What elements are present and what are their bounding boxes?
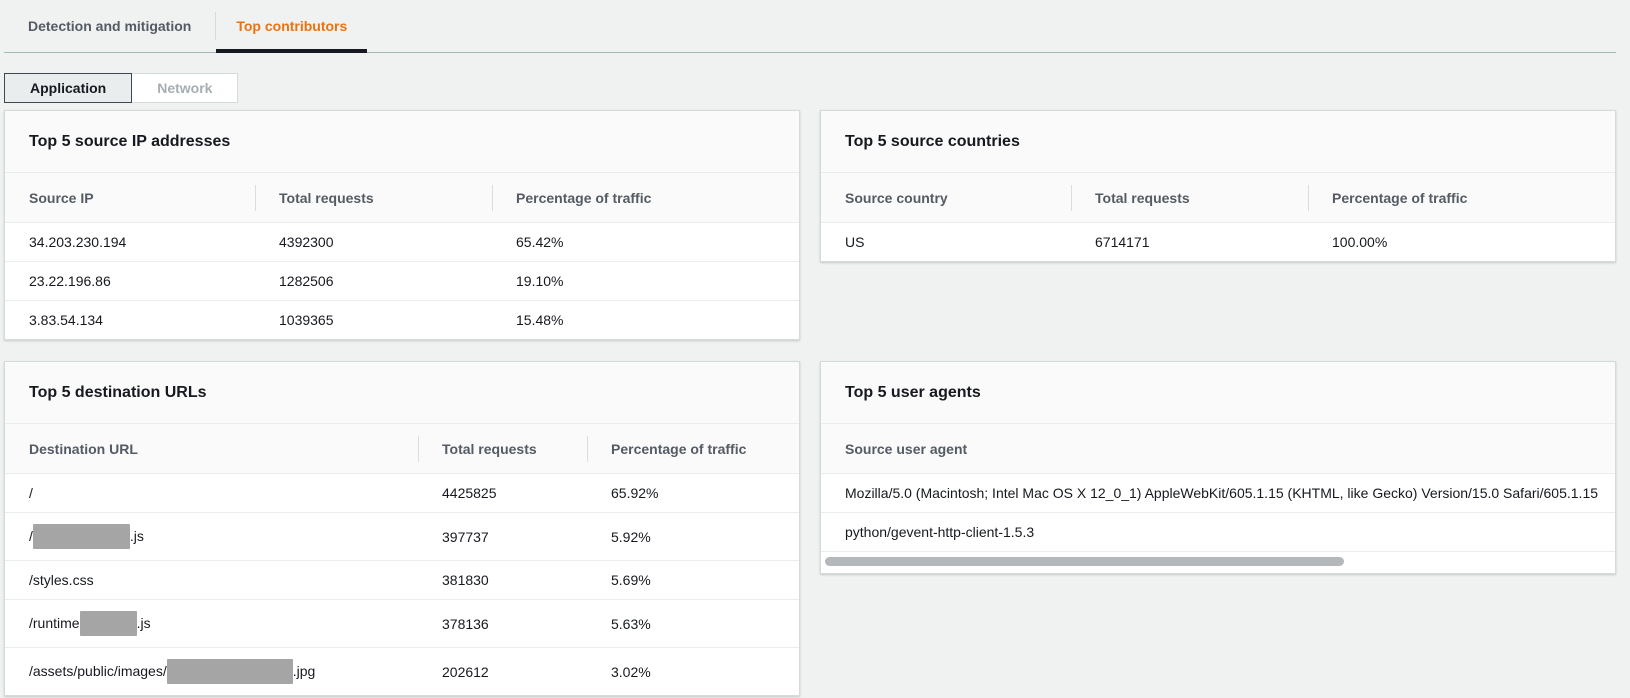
network-toggle-button[interactable]: Network (131, 73, 239, 103)
table-header-row: Source IP Total requests Percentage of t… (5, 173, 799, 223)
panel-top-source-ips: Top 5 source IP addresses Source IP Tota… (4, 110, 800, 340)
source-countries-table: Source country Total requests Percentage… (821, 173, 1615, 261)
column-header-total-requests: Total requests (255, 173, 492, 223)
column-header-total-requests: Total requests (1071, 173, 1308, 223)
table-header-row: Source user agent (821, 424, 1615, 474)
table-row: 3.83.54.134 1039365 15.48% (5, 300, 799, 339)
url-text: /styles.css (29, 572, 94, 588)
tab-divider (215, 12, 217, 40)
panel-title: Top 5 destination URLs (5, 362, 799, 424)
url-text: .js (136, 615, 151, 631)
column-header-percentage: Percentage of traffic (587, 424, 799, 474)
source-ip-cell: 23.22.196.86 (5, 261, 255, 301)
total-requests-cell: 378136 (418, 599, 587, 648)
url-text: .js (129, 528, 144, 544)
tab-detection-and-mitigation[interactable]: Detection and mitigation (4, 0, 215, 52)
percentage-cell: 65.42% (516, 234, 564, 250)
redaction-box (79, 611, 137, 636)
total-requests-cell: 6714171 (1095, 234, 1150, 250)
panel-title: Top 5 user agents (821, 362, 1615, 424)
redaction-box (166, 659, 293, 684)
user-agents-table: Source user agent Mozilla/5.0 (Macintosh… (821, 424, 1615, 551)
table-header-row: Source country Total requests Percentage… (821, 173, 1615, 223)
user-agent-cell: python/gevent-http-client-1.5.3 (821, 512, 1615, 551)
tab-bar: Detection and mitigation Top contributor… (4, 0, 1616, 53)
horizontal-scrollbar-track[interactable] (821, 551, 1615, 573)
table-row: / .js 397737 5.92% (5, 512, 799, 561)
url-text: /runtime (29, 615, 80, 631)
destination-url-cell: /styles.css (5, 560, 418, 600)
total-requests-cell: 397737 (418, 512, 587, 561)
column-header-source-ip: Source IP (5, 173, 255, 223)
tab-label: Detection and mitigation (28, 18, 192, 34)
destination-urls-table: Destination URL Total requests Percentag… (5, 424, 799, 695)
table-row: / 4425825 65.92% (5, 474, 799, 513)
source-country-cell: US (845, 234, 865, 250)
panel-top-destination-urls: Top 5 destination URLs Destination URL T… (4, 361, 800, 696)
column-header-source-user-agent: Source user agent (821, 424, 1615, 474)
table-row: 34.203.230.194 4392300 65.42% (5, 223, 799, 262)
destination-url-cell: /assets/public/images/ .jpg (5, 647, 418, 695)
total-requests-cell: 381830 (418, 560, 587, 600)
column-header-total-requests: Total requests (418, 424, 587, 474)
total-requests-cell: 1282506 (255, 261, 492, 301)
source-ips-table: Source IP Total requests Percentage of t… (5, 173, 799, 339)
panel-top-user-agents: Top 5 user agents Source user agent Mozi… (820, 361, 1616, 574)
horizontal-scrollbar-thumb[interactable] (825, 557, 1344, 566)
panels-grid: Top 5 source IP addresses Source IP Tota… (4, 110, 1616, 696)
table-row: /styles.css 381830 5.69% (5, 560, 799, 600)
percentage-cell: 5.69% (587, 560, 799, 600)
destination-url-cell: /runtime .js (5, 599, 418, 648)
destination-url-cell: / .js (5, 512, 418, 561)
column-header-destination-url: Destination URL (5, 424, 418, 474)
column-header-percentage: Percentage of traffic (492, 173, 799, 223)
url-text: / (29, 528, 33, 544)
table-row: 23.22.196.86 1282506 19.10% (5, 261, 799, 301)
percentage-cell: 5.63% (587, 599, 799, 648)
url-text: .jpg (292, 663, 316, 679)
percentage-cell: 65.92% (611, 485, 659, 501)
table-header-row: Destination URL Total requests Percentag… (5, 424, 799, 474)
percentage-cell: 5.92% (587, 512, 799, 561)
panel-title: Top 5 source IP addresses (5, 111, 799, 173)
panel-title: Top 5 source countries (821, 111, 1615, 173)
user-agent-cell: Mozilla/5.0 (Macintosh; Intel Mac OS X 1… (845, 485, 1599, 501)
total-requests-cell: 202612 (418, 647, 587, 695)
percentage-cell: 15.48% (492, 300, 799, 339)
panel-top-source-countries: Top 5 source countries Source country To… (820, 110, 1616, 262)
total-requests-cell: 4425825 (442, 485, 497, 501)
column-header-source-country: Source country (821, 173, 1071, 223)
table-row: /assets/public/images/ .jpg 202612 3.02% (5, 647, 799, 695)
redaction-box (32, 524, 130, 549)
percentage-cell: 19.10% (492, 261, 799, 301)
application-toggle-button[interactable]: Application (4, 73, 133, 103)
table-row: US 6714171 100.00% (821, 223, 1615, 262)
tab-top-contributors[interactable]: Top contributors (216, 0, 368, 53)
total-requests-cell: 4392300 (279, 234, 334, 250)
percentage-cell: 3.02% (587, 647, 799, 695)
destination-url-cell: / (5, 474, 418, 513)
tab-label: Top contributors (236, 18, 348, 34)
table-row: Mozilla/5.0 (Macintosh; Intel Mac OS X 1… (821, 474, 1615, 513)
url-text: / (29, 485, 33, 501)
source-ip-cell: 3.83.54.134 (5, 300, 255, 339)
table-row: /runtime .js 378136 5.63% (5, 599, 799, 648)
percentage-cell: 100.00% (1332, 234, 1388, 250)
column-header-percentage: Percentage of traffic (1308, 173, 1615, 223)
total-requests-cell: 1039365 (255, 300, 492, 339)
url-text: /assets/public/images/ (29, 663, 167, 679)
layer-toggle: Application Network (4, 73, 1616, 103)
source-ip-cell: 34.203.230.194 (29, 234, 127, 250)
table-row: python/gevent-http-client-1.5.3 (821, 512, 1615, 551)
